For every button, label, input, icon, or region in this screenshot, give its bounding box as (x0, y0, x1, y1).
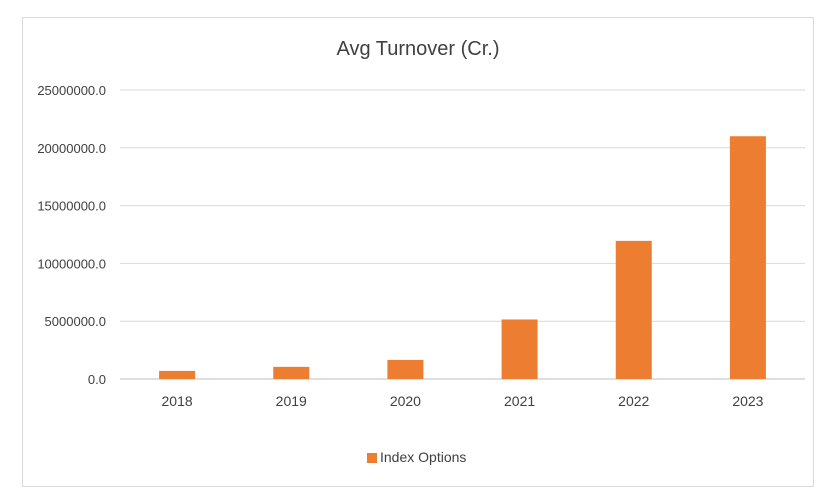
chart-frame (22, 17, 814, 487)
bar-2021 (501, 319, 538, 379)
legend-label-index-options: Index Options (380, 449, 466, 465)
bar-2022 (615, 240, 652, 379)
y-tick-label: 25000000.0 (37, 83, 106, 98)
bar-2023 (729, 136, 766, 379)
gridlines (120, 89, 805, 380)
legend-swatch-index-options (367, 453, 377, 463)
bar-2019 (273, 366, 310, 379)
x-tick-label: 2020 (390, 393, 421, 409)
bar-2018 (159, 370, 196, 379)
y-tick-label: 0.0 (88, 372, 106, 387)
chart-title: Avg Turnover (Cr.) (336, 38, 499, 60)
y-axis-ticks: 0.0 5000000.0 10000000.0 15000000.0 20000000… (37, 83, 106, 387)
x-axis-ticks: 2018 2019 2020 2021 2022 2023 (162, 393, 764, 409)
x-tick-label: 2018 (162, 393, 193, 409)
bar-series (159, 136, 766, 379)
y-tick-label: 10000000.0 (37, 256, 106, 271)
y-tick-label: 20000000.0 (37, 141, 106, 156)
legend: Index Options (367, 449, 466, 465)
x-tick-label: 2022 (618, 393, 649, 409)
bar-2020 (387, 359, 424, 379)
y-tick-label: 5000000.0 (45, 314, 106, 329)
x-tick-label: 2023 (732, 393, 763, 409)
y-tick-label: 15000000.0 (37, 199, 106, 214)
x-tick-label: 2021 (504, 393, 535, 409)
x-tick-label: 2019 (276, 393, 307, 409)
